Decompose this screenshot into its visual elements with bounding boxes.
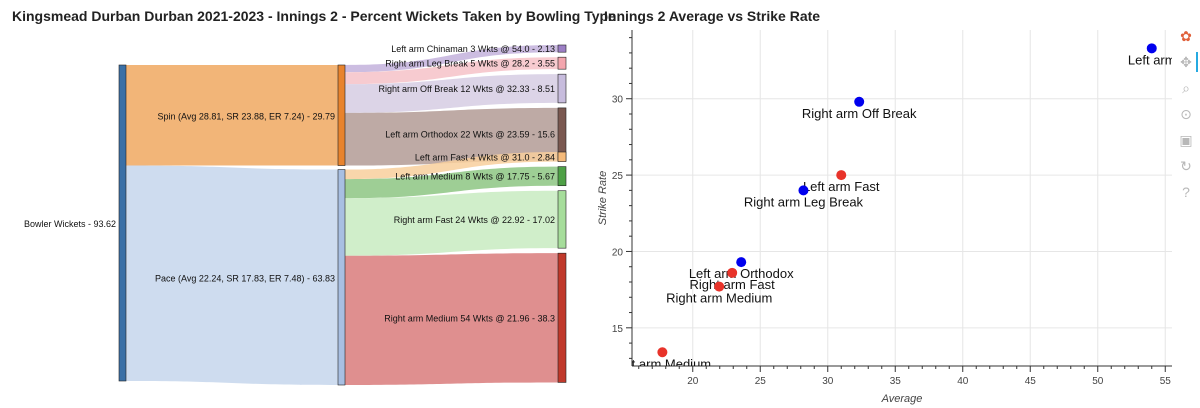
- sankey-node-leaf-6: [557, 190, 567, 249]
- bokeh-logo-icon: ✿: [1180, 28, 1192, 44]
- sankey-node-leaf-5: [557, 166, 567, 187]
- y-tick-label-3: 30: [612, 95, 624, 106]
- y-tick-label-1: 20: [612, 247, 624, 258]
- sankey-label-leaf-3: Left arm Orthodox 22 Wkts @ 23.59 - 15.6: [385, 130, 555, 140]
- x-axis-label: Average: [881, 393, 923, 405]
- scatter-point-label-3: Right arm Leg Break: [744, 194, 864, 209]
- sankey-node-group-1: [337, 169, 346, 386]
- sankey-link-leaf-0: [345, 45, 558, 73]
- scatter-panel: Innings 2 Average vs Strike Rate 20 25 30 3…: [592, 0, 1200, 408]
- sankey-link-leaf-6: [345, 190, 558, 256]
- sankey-chart: Bowler Wickets - 93.62 Spin (Avg 28.81, S…: [24, 44, 567, 386]
- sankey-label-leaf-4: Left arm Fast 4 Wkts @ 31.0 - 2.84: [415, 152, 555, 162]
- sankey-node-leaf-7: [557, 252, 567, 383]
- x-tick-label-1: 25: [755, 376, 767, 387]
- save-icon[interactable]: ▣: [1179, 132, 1193, 148]
- sankey-label-leaf-2: Right arm Off Break 12 Wkts @ 32.33 - 8.…: [378, 84, 555, 94]
- x-tick-label-3: 35: [890, 376, 902, 387]
- sankey-link-leaf-3: [345, 107, 558, 166]
- scatter-point-6: [714, 281, 725, 292]
- scatter-chart: 20 25 30 35 40 45 50 55 15 20 25 30 Average Strike Ra…: [597, 30, 1176, 405]
- y-tick-label-0: 15: [612, 324, 624, 335]
- scatter-point-label-7: Left arm Medium: [614, 356, 712, 371]
- y-tick-label-2: 25: [612, 171, 624, 182]
- x-tick-label-0: 20: [687, 376, 699, 387]
- x-tick-label-7: 55: [1160, 376, 1172, 387]
- x-tick-label-4: 40: [957, 376, 969, 387]
- y-axis-label: Strike Rate: [597, 171, 609, 225]
- sankey-link-leaf-1: [345, 57, 558, 85]
- reset-icon[interactable]: ↻: [1180, 158, 1192, 174]
- sankey-label-leaf-1: Right arm Leg Break 5 Wkts @ 28.2 - 3.55: [385, 59, 555, 69]
- scatter-point-1: [854, 96, 865, 107]
- sankey-label-leaf-5: Left arm Medium 8 Wkts @ 17.75 - 5.67: [395, 172, 555, 182]
- help-icon[interactable]: ?: [1182, 184, 1190, 200]
- scatter-point-label-6: Right arm Medium: [666, 291, 772, 306]
- x-tick-label-5: 45: [1025, 376, 1037, 387]
- scatter-points: Left arm Right arm Off Break Left arm Fast…: [614, 43, 1176, 371]
- scatter-point-4: [736, 257, 747, 268]
- sankey-link-leaf-2: [345, 74, 558, 113]
- sankey-link-leaf-7: [345, 253, 558, 385]
- box-zoom-icon[interactable]: ⌕: [1182, 80, 1190, 96]
- sankey-label-leaf-7: Right arm Medium 54 Wkts @ 21.96 - 38.3: [384, 313, 555, 323]
- sankey-link-1: [126, 165, 338, 385]
- scatter-point-5: [727, 267, 738, 278]
- sankey-label-leaf-6: Right arm Fast 24 Wkts @ 22.92 - 17.02: [394, 215, 555, 225]
- sankey-node-leaf-0: [557, 44, 567, 53]
- scatter-point-0: [1146, 43, 1157, 54]
- scatter-point-3: [798, 185, 809, 196]
- wheel-zoom-icon[interactable]: ⊙: [1180, 106, 1192, 122]
- sankey-label-group-0: Spin (Avg 28.81, SR 23.88, ER 7.24) - 29…: [158, 111, 335, 121]
- sankey-node-leaf-2: [557, 73, 567, 104]
- scatter-point-label-2: Left arm Fast: [803, 179, 880, 194]
- sankey-label-leaf-0: Left arm Chinaman 3 Wkts @ 54.0 - 2.13: [391, 44, 555, 54]
- plot-toolbar: ✿ ✥ ⌕ ⊙ ▣ ↻?: [1174, 26, 1198, 208]
- sankey-panel: Kingsmead Durban Durban 2021-2023 - Inni…: [12, 8, 616, 386]
- sankey-link-0: [126, 65, 338, 166]
- sankey-label-group-1: Pace (Avg 22.24, SR 17.83, ER 7.48) - 63…: [155, 273, 335, 283]
- sankey-node-root: [118, 64, 127, 382]
- sankey-link-leaf-5: [345, 166, 558, 199]
- sankey-node-leaf-4: [557, 151, 567, 162]
- scatter-point-label-0: Left arm: [1128, 52, 1176, 67]
- x-tick-label-6: 50: [1092, 376, 1104, 387]
- sankey-title: Kingsmead Durban Durban 2021-2023 - Inni…: [12, 8, 616, 24]
- scatter-point-label-4: Left arm Orthodox: [689, 266, 794, 281]
- x-tick-label-2: 30: [822, 376, 834, 387]
- sankey-label-root: Bowler Wickets - 93.62: [24, 219, 116, 229]
- sankey-node-leaf-1: [557, 56, 567, 70]
- sankey-node-group-0: [337, 64, 346, 166]
- sankey-link-leaf-4: [345, 152, 558, 180]
- scatter-title: Innings 2 Average vs Strike Rate: [604, 8, 821, 24]
- scatter-point-label-1: Right arm Off Break: [802, 106, 917, 121]
- scatter-point-2: [836, 170, 847, 181]
- scatter-point-7: [657, 347, 668, 358]
- pan-icon[interactable]: ✥: [1176, 52, 1198, 72]
- scatter-point-label-5: Right arm Fast: [690, 277, 776, 292]
